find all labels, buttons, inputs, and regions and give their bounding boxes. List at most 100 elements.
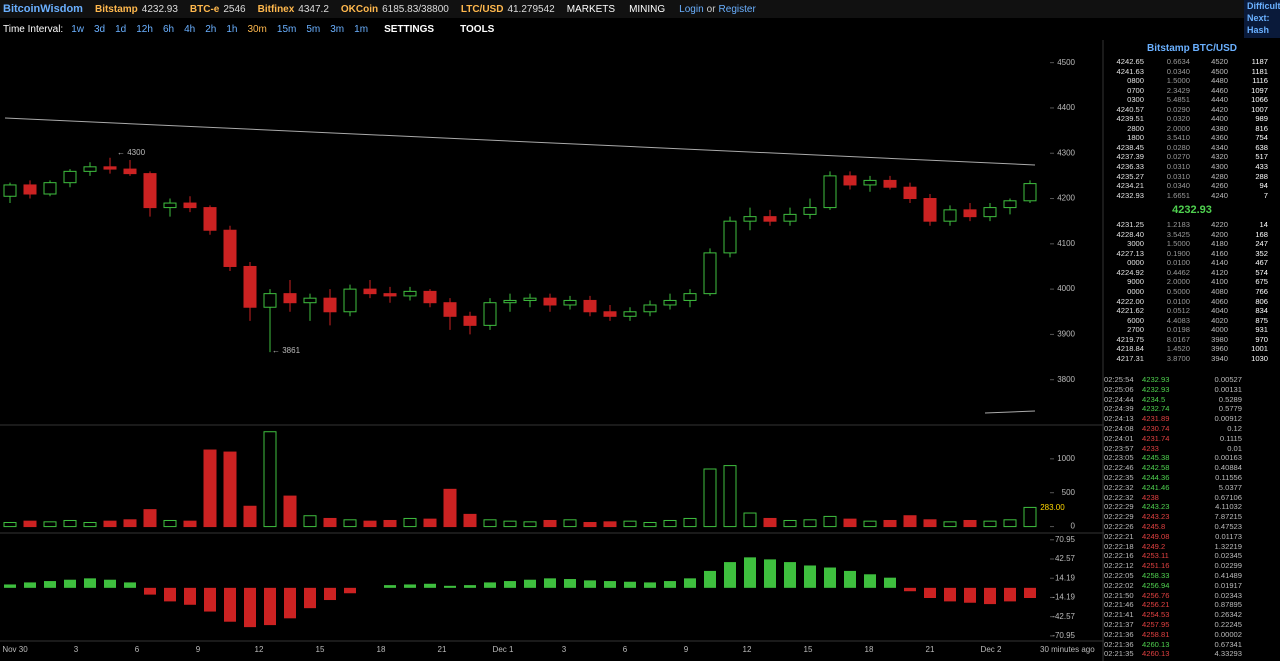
volume-bar [1003,519,1017,528]
interval[interactable]: 1m [354,23,369,35]
order-cell: 4239.51 [1116,114,1144,124]
order-cell: 4140 [1211,258,1228,268]
order-row[interactable]: 3000 1.5000 4180 247 [1104,239,1280,249]
trade-time: 02:24:13 [1104,414,1134,424]
interval[interactable]: 12h [136,23,153,35]
order-row[interactable]: 0700 2.3429 4460 1097 [1104,86,1280,96]
candle-body [203,207,217,231]
trade-price: 4233 [1142,443,1159,453]
trade-price: 4257.95 [1142,619,1170,629]
trade-row: 02:24:13 4231.89 0.00912 [1104,414,1280,424]
order-row[interactable]: 1800 3.5410 4360 754 [1104,133,1280,143]
macd-bar [564,579,576,588]
y-tick-label: -42.57 [1052,612,1075,621]
x-tick-label: 6 [623,645,628,654]
order-row[interactable]: 4224.92 0.4462 4120 574 [1104,268,1280,278]
order-row[interactable]: 0000 0.5000 4080 766 [1104,287,1280,297]
register[interactable]: Register [718,3,756,15]
exchange[interactable]: Bitstamp [94,3,138,15]
order-cell: 0800 [1127,76,1144,86]
order-row[interactable]: 4228.40 3.5425 4200 168 [1104,230,1280,240]
menu[interactable]: MARKETS [566,3,616,15]
order-row[interactable]: 4239.51 0.0320 4400 989 [1104,114,1280,124]
order-row[interactable]: 9000 2.0000 4100 675 [1104,277,1280,287]
macd-bar [844,570,856,588]
interval[interactable]: 1d [115,23,127,35]
order-row[interactable]: 4238.45 0.0280 4340 638 [1104,143,1280,153]
order-row[interactable]: 4218.84 1.4520 3960 1001 [1104,344,1280,354]
volume-bar [443,488,457,528]
order-row[interactable]: 4242.65 0.6634 4520 1187 [1104,57,1280,67]
volume-bar [943,521,957,528]
macd-bar [964,587,976,603]
exchange[interactable]: Bitfinex [257,3,295,15]
trade-time: 02:24:44 [1104,394,1134,404]
order-row[interactable]: 2800 2.0000 4380 816 [1104,124,1280,134]
brand[interactable]: BitcoinWisdom [3,3,83,15]
interval[interactable]: 3d [94,23,106,35]
order-row[interactable]: 0300 5.4851 4440 1066 [1104,95,1280,105]
order-row[interactable]: 4232.93 1.6651 4240 7 [1104,191,1280,201]
interval[interactable]: 5m [306,23,321,35]
exchange[interactable]: BTC-e [189,3,220,15]
candle-body [183,202,197,209]
order-row[interactable]: 4231.25 1.2183 4220 14 [1104,220,1280,230]
tool-menu[interactable]: SETTINGS [384,23,435,35]
login[interactable]: Login [679,3,704,15]
exchange[interactable]: OKCoin [340,3,379,15]
macd-bar [764,559,776,588]
order-row[interactable]: 4237.39 0.0270 4320 517 [1104,152,1280,162]
trade-row: 02:24:39 4232.74 0.5779 [1104,404,1280,414]
order-row[interactable]: 4235.27 0.0310 4280 288 [1104,172,1280,182]
x-tick-label: 9 [684,645,689,654]
macd-bar [464,585,476,588]
macd-bar [484,582,496,588]
order-cell: 1.2183 [1166,220,1190,230]
interval[interactable]: 30m [247,23,267,35]
interval[interactable]: 2h [205,23,217,35]
interval[interactable]: 1w [71,23,84,35]
order-row[interactable]: 6000 4.4083 4020 875 [1104,316,1280,326]
order-row[interactable]: 2700 0.0198 4000 931 [1104,325,1280,335]
order-cell: 4460 [1211,85,1228,95]
trade-amount: 0.01917 [1214,580,1242,590]
interval[interactable]: 3m [330,23,345,35]
order-row[interactable]: 0000 0.0100 4140 467 [1104,258,1280,268]
trade-row: 02:22:32 4241.46 5.0377 [1104,483,1280,493]
interval[interactable]: 4h [184,23,196,35]
order-cell: 675 [1255,277,1268,287]
interval[interactable]: 6h [162,23,175,35]
order-row[interactable]: 4236.33 0.0310 4300 433 [1104,162,1280,172]
menu[interactable]: MINING [629,3,666,15]
trade-time: 02:25:54 [1104,375,1134,384]
trade-time: 02:22:32 [1104,492,1134,502]
exchange[interactable]: LTC/USD [460,3,504,15]
order-row[interactable]: 4217.31 3.8700 3940 1030 [1104,354,1280,364]
order-cell: 8.0167 [1166,334,1190,344]
volume-bar [623,520,637,528]
x-tick-label: 18 [865,645,874,654]
interval[interactable]: 15m [276,23,297,35]
order-book-title: Bitstamp BTC/USD [1146,43,1237,54]
candle-body [723,220,737,254]
macd-bar [624,581,636,588]
order-row[interactable]: 4241.63 0.0340 4500 1181 [1104,67,1280,77]
order-row[interactable]: 4221.62 0.0512 4040 834 [1104,306,1280,316]
interval[interactable]: 1h [226,23,238,35]
macd-bar [684,578,696,588]
trade-price: 4249.2 [1142,541,1166,551]
order-row[interactable]: 4219.75 8.0167 3980 970 [1104,335,1280,345]
order-row[interactable]: 4227.13 0.1900 4160 352 [1104,249,1280,259]
volume-bar [983,520,997,528]
order-row[interactable]: 4234.21 0.0340 4260 94 [1104,181,1280,191]
trade-time: 02:22:21 [1104,531,1134,541]
trade-price: 4245.38 [1142,453,1170,463]
order-row[interactable]: 0800 1.5000 4480 1116 [1104,76,1280,86]
order-row[interactable]: 4222.00 0.0100 4060 806 [1104,297,1280,307]
order-row[interactable]: 4240.57 0.0290 4420 1007 [1104,105,1280,115]
order-cell: 94 [1259,181,1268,191]
candle-body [523,297,537,301]
tool-menu[interactable]: TOOLS [460,23,495,35]
volume-bar [83,522,97,528]
trend-line [984,410,1036,414]
